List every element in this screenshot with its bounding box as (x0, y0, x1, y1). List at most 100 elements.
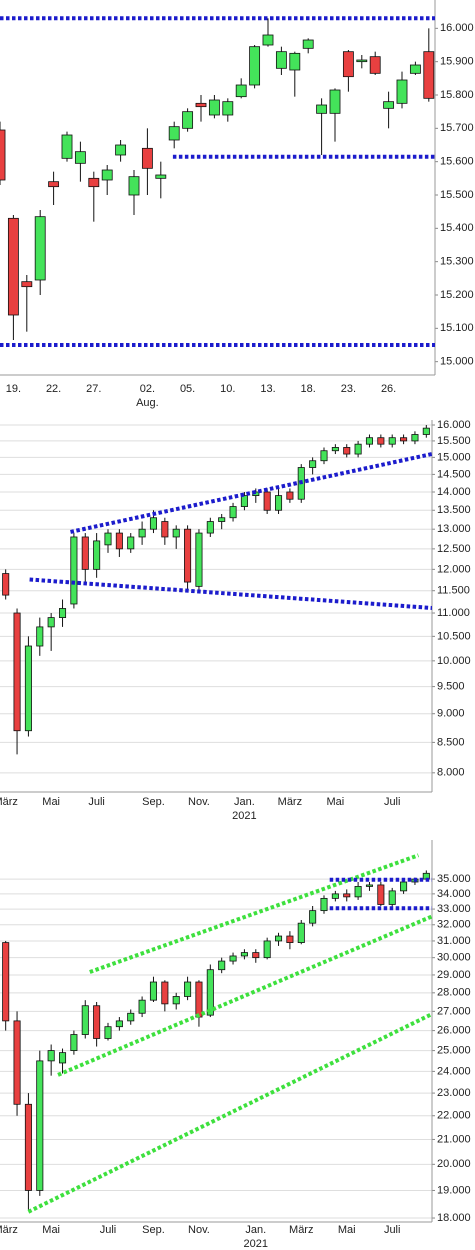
chart-panel: 15.000 15.100 15.200 15.300 15.400 15.500 15.6… (0, 0, 474, 409)
y-tick-label: 22.000 (437, 1110, 471, 1122)
candle-body (229, 955, 237, 962)
candle-body (343, 893, 351, 898)
candle-body (218, 960, 226, 971)
candle-body (138, 528, 146, 538)
candle-body (206, 521, 214, 534)
candle-body (74, 151, 86, 164)
y-tick-label: 23.000 (437, 1087, 471, 1099)
x-sublabel: 2021 (244, 1238, 268, 1250)
candle-body (127, 536, 135, 550)
candle-body (409, 64, 421, 74)
y-tick-label: 20.000 (437, 1158, 471, 1170)
candle-body (423, 51, 435, 99)
y-tick-label: 12.000 (437, 563, 471, 575)
x-tick-label: Mai (42, 796, 60, 808)
y-tick-label: 12.500 (437, 543, 471, 555)
trend-line (27, 1012, 432, 1214)
y-tick-label: 27.000 (437, 1005, 471, 1017)
y-tick-label: 15.600 (440, 156, 474, 168)
candle-body (329, 89, 341, 114)
candle-body (93, 540, 101, 570)
x-tick-label: 26. (381, 383, 396, 395)
candle-body (195, 981, 203, 1018)
y-tick-label: 34.000 (437, 888, 471, 900)
x-tick-label: 22. (46, 383, 61, 395)
x-tick-label: Nov. (188, 796, 210, 808)
candle-body (222, 101, 234, 116)
candle-body (262, 34, 274, 46)
y-tick-label: 21.000 (437, 1133, 471, 1145)
y-tick-label: 24.000 (437, 1065, 471, 1077)
y-tick-label: 8.500 (437, 736, 465, 748)
candle-body (0, 129, 6, 181)
x-tick-label: Sep. (142, 796, 165, 808)
y-tick-label: 18.000 (437, 1212, 471, 1224)
candle-body (286, 491, 294, 500)
candle-body (354, 886, 362, 898)
candle-body (343, 447, 351, 455)
x-tick-label: März (278, 796, 302, 808)
candle-body (286, 935, 294, 943)
x-tick-label: Jan. (234, 796, 255, 808)
candle-body (24, 645, 32, 732)
candle-body (184, 528, 192, 583)
x-tick-label: 27. (86, 383, 101, 395)
candle-body (128, 176, 140, 196)
candle-body (263, 491, 271, 511)
y-tick-label: 14.500 (437, 468, 471, 480)
y-tick-label: 16.000 (440, 22, 474, 34)
candle-body (115, 1020, 123, 1028)
y-tick-label: 15.100 (440, 322, 474, 334)
y-tick-label: 32.000 (437, 919, 471, 931)
x-tick-label: März (0, 796, 18, 808)
candle-body (155, 174, 167, 179)
y-tick-label: 13.000 (437, 523, 471, 535)
candle-body (13, 1020, 21, 1105)
candle-body (422, 427, 430, 435)
candle-body (88, 177, 100, 188)
y-tick-label: 15.500 (440, 189, 474, 201)
candle-body (400, 881, 408, 892)
candle-body (275, 51, 287, 69)
candle-body (2, 942, 10, 1022)
y-tick-label: 15.900 (440, 56, 474, 68)
y-tick-label: 8.000 (437, 767, 465, 779)
x-tick-label: Sep. (142, 1224, 165, 1236)
candle-body (263, 940, 271, 959)
candle-body (161, 981, 169, 1005)
candle-body (172, 996, 180, 1005)
y-tick-label: 31.000 (437, 935, 471, 947)
candle-body (47, 1050, 55, 1062)
candle-body (36, 1060, 44, 1191)
candle-body (138, 999, 146, 1014)
candle-body (240, 495, 248, 507)
plot-area (0, 16, 435, 347)
candle-body (184, 981, 192, 997)
x-tick-label: Juli (384, 1224, 401, 1236)
x-tick-label: 19. (6, 383, 21, 395)
candle-body (396, 79, 408, 104)
candle-body (81, 536, 89, 570)
x-tick-label: Jan. (245, 1224, 266, 1236)
y-tick-label: 15.200 (440, 289, 474, 301)
candle-body (240, 952, 248, 957)
y-tick-label: 10.000 (437, 655, 471, 667)
trend-line (29, 577, 432, 610)
candle-body (235, 84, 247, 98)
candle-body (297, 922, 305, 943)
x-tick-label: Juli (384, 796, 401, 808)
candle-body (302, 39, 314, 49)
x-tick-label: März (289, 1224, 313, 1236)
candle-body (115, 144, 127, 156)
candle-body (320, 450, 328, 462)
y-tick-label: 15.800 (440, 89, 474, 101)
candle-body (377, 437, 385, 445)
candle-body (36, 626, 44, 647)
candle-body (400, 437, 408, 442)
candle-body (2, 573, 10, 596)
candle-body (161, 521, 169, 538)
candle-body (320, 897, 328, 912)
y-tick-label: 28.000 (437, 987, 471, 999)
